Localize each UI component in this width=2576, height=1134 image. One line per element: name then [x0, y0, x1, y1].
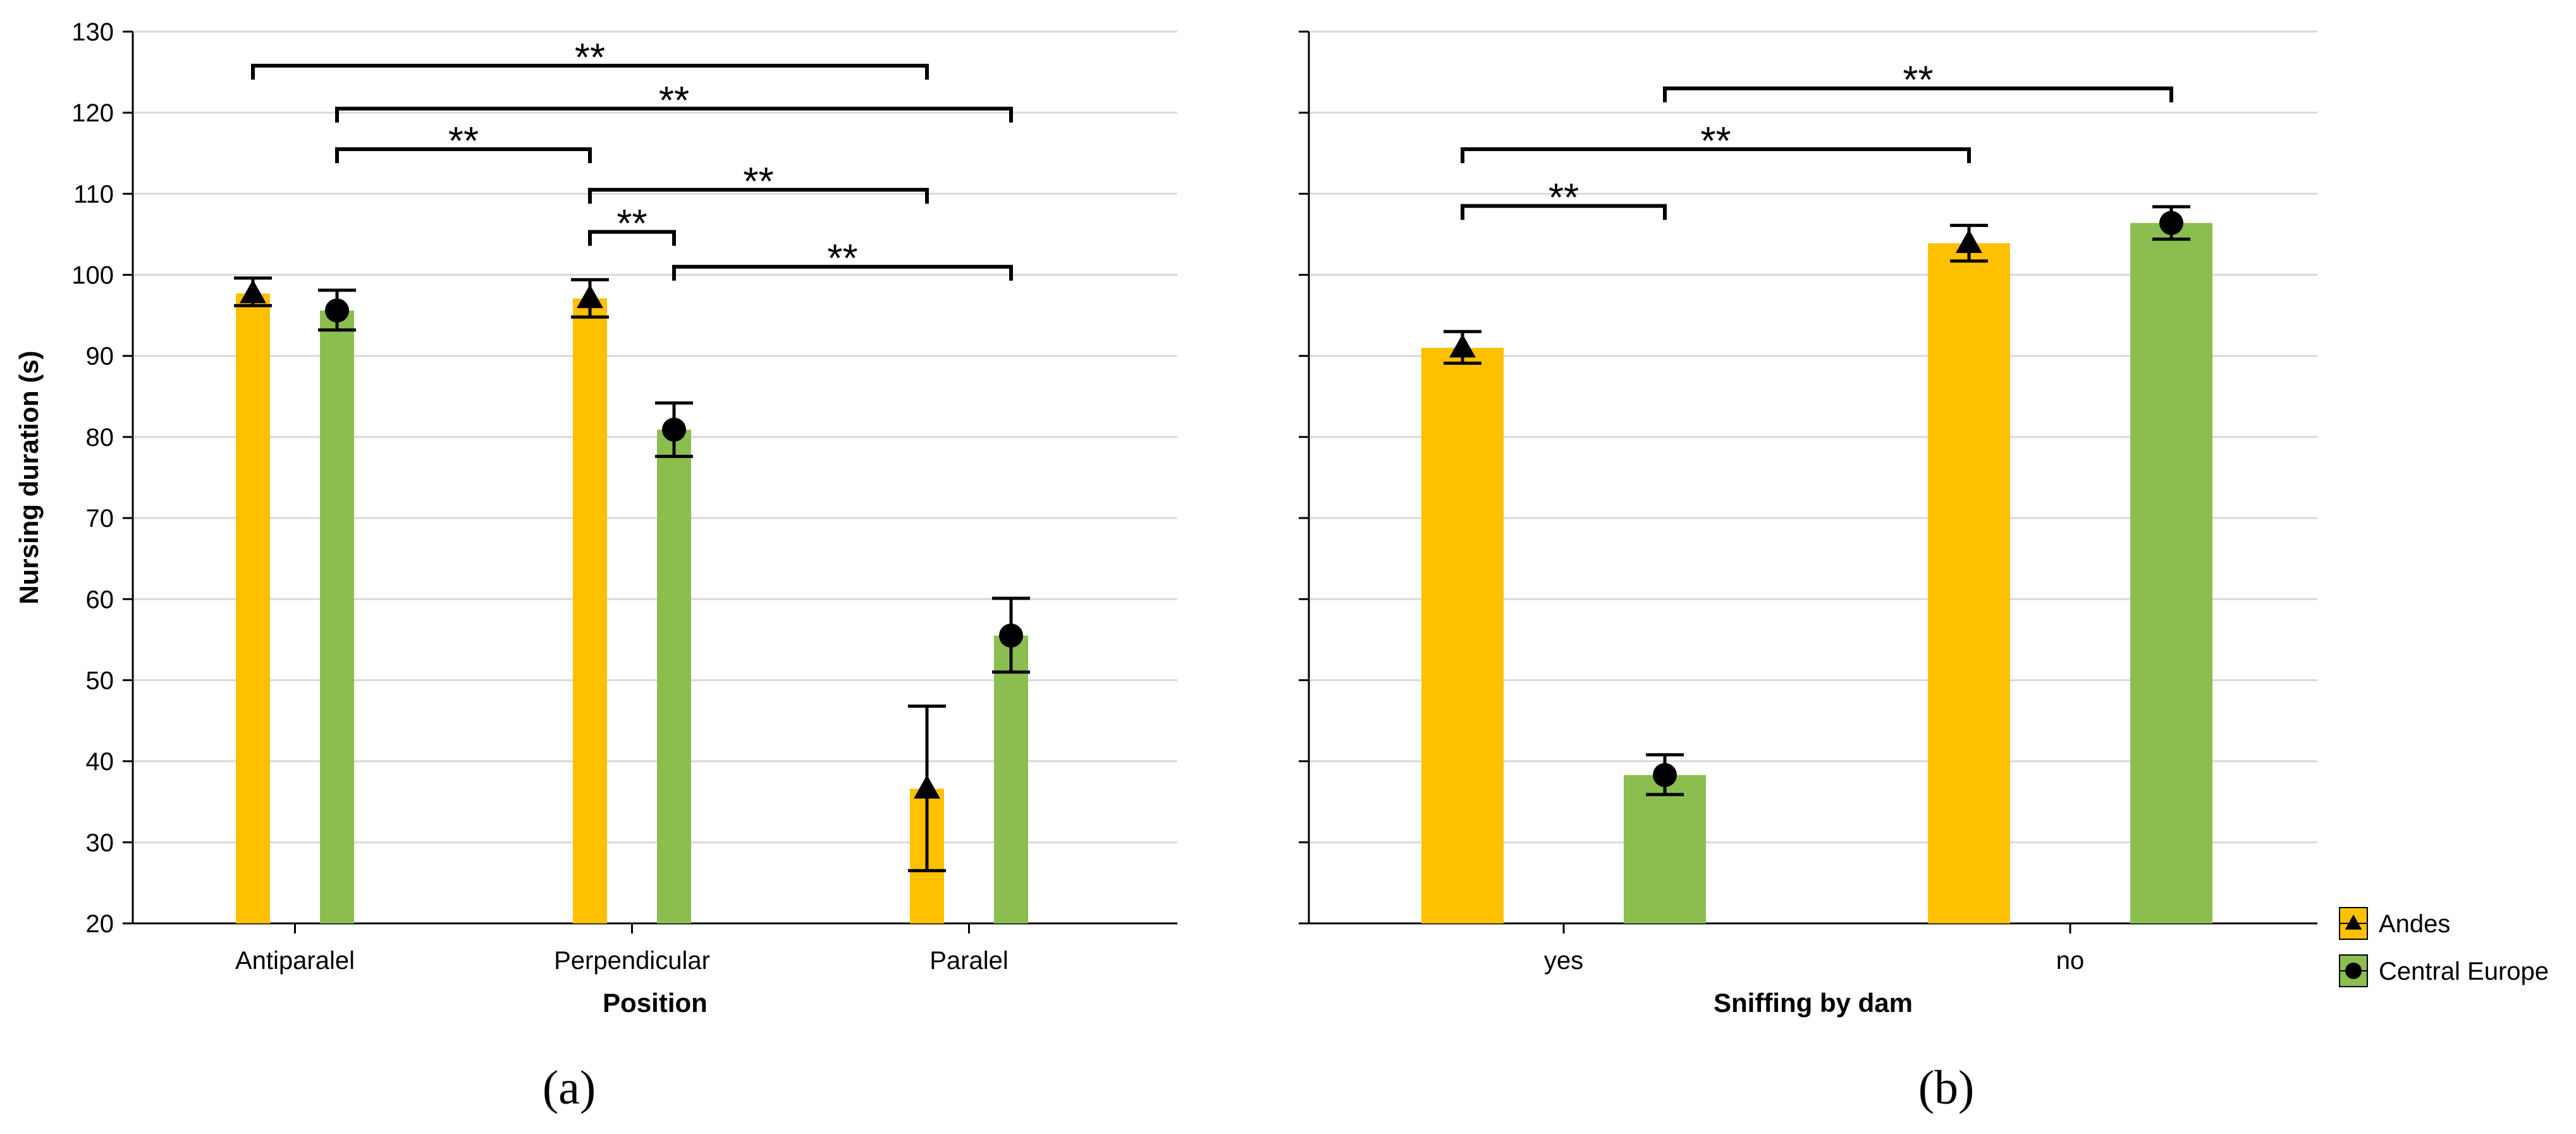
bar-central-europe: [1624, 775, 1706, 923]
legend: Andes Central Europe: [2339, 907, 2549, 987]
x-tick-label: Antiparalel: [235, 947, 355, 975]
significance-bracket: [1461, 147, 1971, 163]
circle-marker: [325, 298, 349, 323]
bar-central-europe: [994, 635, 1028, 923]
significance-label: **: [575, 36, 605, 80]
y-tick-label: 100: [71, 262, 114, 290]
panel-a-x-axis-label: Position: [603, 988, 708, 1018]
significance-label: **: [1903, 59, 1933, 102]
panel-b-label: (b): [1918, 1061, 1975, 1114]
circle-marker: [999, 623, 1023, 648]
bar-central-europe: [657, 429, 691, 923]
significance-label: **: [743, 160, 773, 204]
y-tick-label: 90: [86, 343, 114, 371]
significance-bracket: [672, 264, 1013, 281]
significance-bracket: [1663, 86, 2173, 102]
significance-label: **: [448, 120, 479, 163]
triangle-marker: [914, 775, 940, 799]
significance-label: **: [1700, 120, 1731, 163]
panel-b-x-axis-label: Sniffing by dam: [1714, 988, 1913, 1018]
circle-marker: [1653, 763, 1677, 787]
significance-bracket: [335, 147, 592, 163]
y-tick-label: 120: [71, 99, 114, 127]
x-tick-label: Paralel: [929, 947, 1009, 975]
circle-marker: [2159, 211, 2183, 235]
significance-bracket: [1461, 204, 1667, 220]
legend-label-central-europe: Central Europe: [2379, 958, 2549, 985]
significance-label: **: [827, 237, 857, 281]
bar-andes: [1928, 243, 2010, 923]
y-tick-label: 60: [86, 586, 114, 613]
y-tick-label: 50: [86, 667, 114, 694]
bar-andes: [573, 298, 607, 924]
legend-label-andes: Andes: [2379, 910, 2450, 938]
legend-triangle-marker: [2345, 915, 2362, 930]
bar-central-europe: [320, 310, 354, 924]
y-tick-label: 110: [73, 180, 114, 208]
circle-marker: [662, 417, 686, 442]
panel-a-y-axis-label: Nursing duration (s): [14, 350, 44, 604]
triangle-marker: [577, 284, 603, 309]
x-tick-label: yes: [1544, 947, 1583, 975]
y-tick-label: 40: [86, 748, 114, 776]
y-tick-label: 30: [86, 829, 114, 857]
significance-bracket: [251, 63, 929, 80]
legend-circle-marker: [2345, 963, 2362, 979]
significance-label: **: [1549, 176, 1579, 220]
y-tick-label: 70: [86, 505, 114, 533]
panel-b-chart: yes no ** ** ** Sniffing by dam: [1299, 30, 2317, 1018]
x-tick-label: no: [2056, 947, 2085, 975]
y-tick-label: 20: [86, 910, 114, 938]
significance-label: **: [659, 79, 689, 123]
y-tick-label: 80: [86, 424, 114, 452]
x-tick-label: Perpendicular: [554, 947, 710, 975]
triangle-marker: [1956, 229, 1982, 253]
significance-bracket: [588, 230, 676, 246]
significance-label: **: [616, 202, 647, 246]
triangle-marker: [1449, 333, 1476, 358]
triangle-marker: [240, 280, 266, 304]
panel-a-label: (a): [543, 1061, 596, 1114]
significance-bracket: [588, 187, 929, 204]
bar-andes: [236, 293, 270, 923]
bar-central-europe: [2130, 223, 2212, 924]
significance-bracket: [335, 106, 1013, 123]
bar-andes: [1421, 347, 1504, 923]
y-tick-label: 130: [71, 18, 114, 46]
panel-a-chart: 20 30 40 50 60 70 80 90 100 110 120 130 Antiparalel P…: [14, 18, 1177, 1018]
